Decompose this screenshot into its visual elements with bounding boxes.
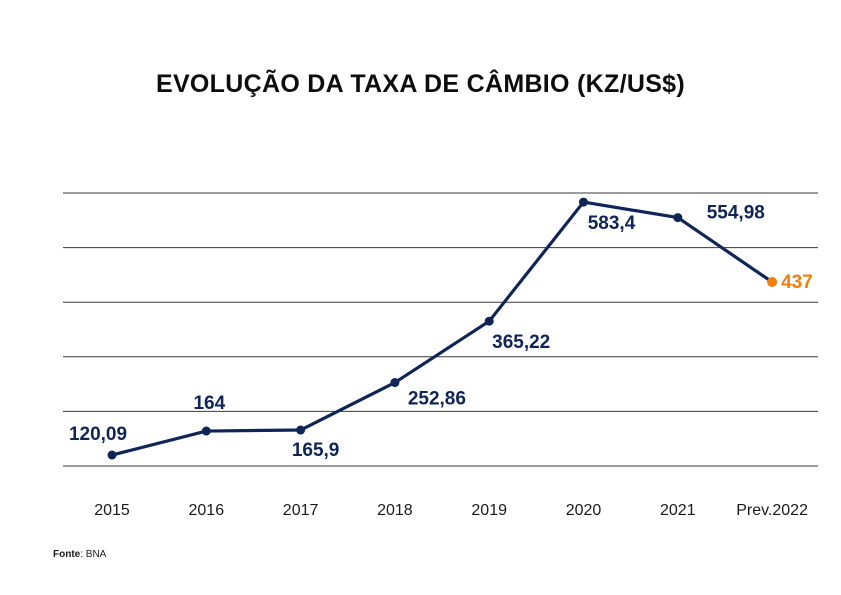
data-labels: 120,09 164 165,9 252,86 365,22 583,4 554,98 437 [69,203,813,461]
data-point [390,378,400,388]
data-points [107,197,778,460]
data-point [107,450,117,460]
x-tick-label: 2017 [283,502,319,519]
data-label: 554,98 [707,203,765,224]
data-label: 583,4 [588,213,636,234]
data-point [201,426,211,436]
forecast-data-label: 437 [781,272,813,293]
data-point [579,197,588,207]
data-point [296,425,306,435]
data-label: 165,9 [292,440,340,461]
x-tick-label: 2020 [566,502,602,519]
data-label: 365,22 [492,332,550,353]
data-label: 164 [193,393,225,414]
source-note: Fonte: BNA [53,549,106,560]
series-line [111,200,679,457]
x-tick-label: 2016 [189,502,225,519]
x-axis-ticks: 2015 2016 2017 2018 2019 2020 2021 Prev.2022 [94,502,808,519]
data-label: 252,86 [408,389,466,410]
forecast-line-segment [676,216,774,284]
data-point [484,316,494,326]
data-label: 120,09 [69,424,127,445]
forecast-point [767,276,778,287]
x-tick-label: Prev.2022 [736,502,808,519]
source-label: Fonte [53,549,81,560]
x-tick-label: 2021 [660,502,696,519]
gridlines [63,192,818,467]
x-tick-label: 2019 [471,502,507,519]
source-value: : BNA [80,549,107,560]
chart-title: EVOLUÇÃO DA TAXA DE CÂMBIO (KZ/US$) [155,70,686,98]
data-point [673,213,683,223]
x-tick-label: 2018 [377,502,413,519]
series-lines [111,200,774,457]
x-tick-label: 2015 [94,502,130,519]
